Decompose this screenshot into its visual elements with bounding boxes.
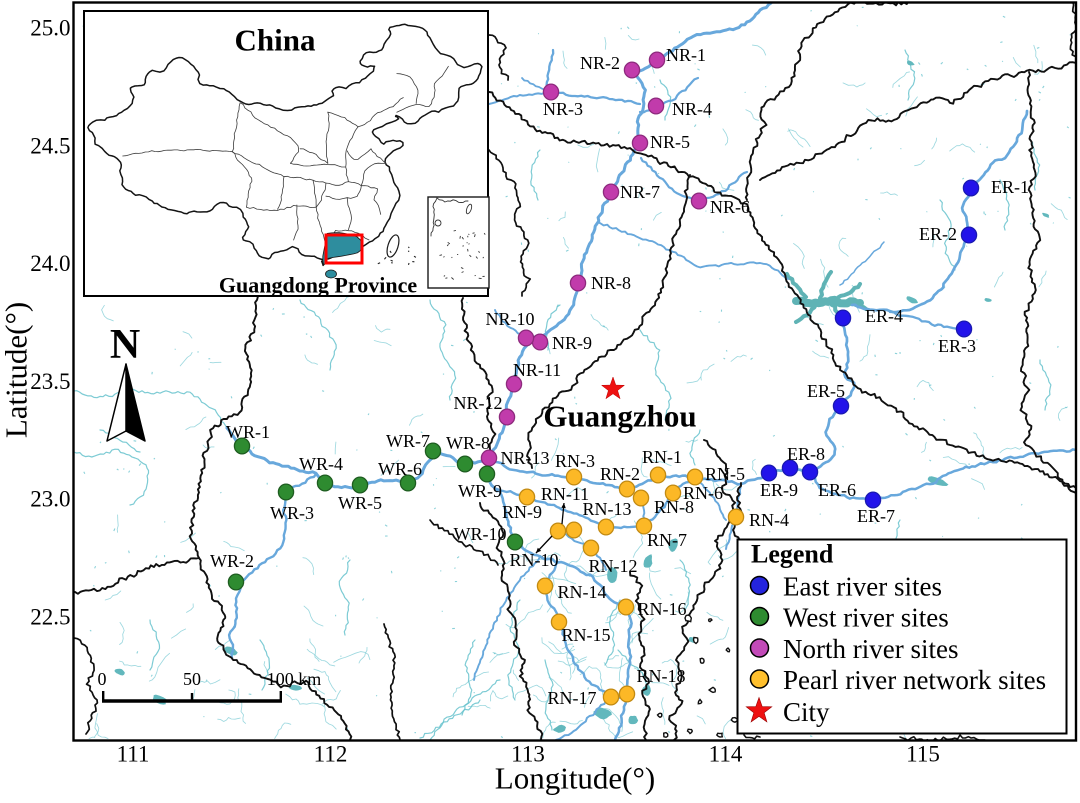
- svg-text:RN-18: RN-18: [637, 666, 686, 686]
- svg-text:ER-4: ER-4: [865, 306, 903, 326]
- svg-text:RN-12: RN-12: [589, 556, 638, 576]
- svg-text:China: China: [235, 23, 316, 58]
- svg-text:ER-5: ER-5: [807, 381, 845, 401]
- svg-text:West river sites: West river sites: [783, 603, 949, 633]
- svg-text:RN-13: RN-13: [583, 499, 632, 519]
- svg-text:113: 113: [511, 742, 545, 767]
- svg-text:East river sites: East river sites: [783, 572, 942, 602]
- svg-text:Legend: Legend: [751, 540, 834, 569]
- svg-text:115: 115: [906, 742, 940, 767]
- svg-text:NR-12: NR-12: [454, 393, 503, 413]
- svg-text:Longitude(°): Longitude(°): [495, 761, 655, 796]
- svg-text:ER-7: ER-7: [857, 506, 895, 526]
- svg-text:RN-10: RN-10: [510, 550, 559, 570]
- svg-text:WR-4: WR-4: [299, 454, 343, 474]
- svg-text:NR-1: NR-1: [666, 45, 706, 65]
- svg-text:WR-10: WR-10: [454, 524, 507, 544]
- svg-text:NR-8: NR-8: [591, 273, 631, 293]
- svg-text:NR-6: NR-6: [710, 197, 750, 217]
- svg-text:ER-1: ER-1: [991, 177, 1029, 197]
- svg-text:ER-3: ER-3: [938, 336, 976, 356]
- svg-text:NR-3: NR-3: [543, 99, 583, 119]
- svg-text:Guangdong Province: Guangdong Province: [219, 273, 417, 298]
- svg-text:Latitude(°): Latitude(°): [0, 302, 34, 438]
- svg-text:RN-2: RN-2: [600, 464, 640, 484]
- svg-text:NR-5: NR-5: [650, 132, 690, 152]
- svg-text:WR-1: WR-1: [226, 422, 270, 442]
- svg-text:NR-13: NR-13: [501, 448, 550, 468]
- svg-text:RN-14: RN-14: [558, 582, 607, 602]
- svg-text:WR-8: WR-8: [446, 433, 490, 453]
- svg-text:RN-8: RN-8: [654, 497, 694, 517]
- svg-text:RN-17: RN-17: [548, 688, 597, 708]
- svg-text:RN-4: RN-4: [749, 510, 789, 530]
- svg-text:ER-9: ER-9: [760, 480, 798, 500]
- svg-text:N: N: [110, 322, 140, 368]
- svg-text:24.0: 24.0: [30, 251, 70, 276]
- svg-text:WR-6: WR-6: [378, 459, 422, 479]
- svg-text:NR-2: NR-2: [580, 53, 620, 73]
- svg-text:ER-8: ER-8: [787, 444, 825, 464]
- svg-text:WR-9: WR-9: [458, 481, 502, 501]
- svg-text:WR-2: WR-2: [210, 551, 254, 571]
- svg-text:111: 111: [117, 742, 150, 767]
- svg-text:RN-15: RN-15: [562, 625, 611, 645]
- svg-text:ER-6: ER-6: [818, 480, 856, 500]
- svg-text:RN-16: RN-16: [638, 599, 687, 619]
- svg-text:23.0: 23.0: [30, 487, 70, 512]
- svg-text:North river sites: North river sites: [783, 634, 958, 664]
- svg-text:23.5: 23.5: [30, 369, 70, 394]
- svg-text:RN-5: RN-5: [705, 464, 745, 484]
- svg-text:RN-9: RN-9: [502, 502, 542, 522]
- svg-text:24.5: 24.5: [30, 133, 70, 158]
- svg-text:RN-3: RN-3: [555, 451, 595, 471]
- svg-text:22.5: 22.5: [30, 605, 70, 630]
- svg-text:NR-11: NR-11: [513, 360, 561, 380]
- svg-text:WR-7: WR-7: [386, 431, 430, 451]
- svg-text:25.0: 25.0: [30, 16, 70, 41]
- svg-text:NR-4: NR-4: [672, 99, 712, 119]
- svg-text:Pearl river network sites: Pearl river network sites: [783, 665, 1046, 695]
- svg-text:NR-9: NR-9: [552, 333, 592, 353]
- svg-text:City: City: [783, 697, 830, 727]
- svg-text:RN-11: RN-11: [541, 484, 589, 504]
- svg-text:100 km: 100 km: [267, 669, 322, 689]
- svg-text:NR-10: NR-10: [486, 309, 535, 329]
- svg-text:RN-1: RN-1: [642, 447, 682, 467]
- svg-text:NR-7: NR-7: [620, 182, 660, 202]
- svg-text:Guangzhou: Guangzhou: [543, 399, 696, 434]
- svg-text:WR-5: WR-5: [338, 493, 382, 513]
- svg-text:0: 0: [98, 669, 107, 689]
- svg-text:RN-6: RN-6: [683, 483, 723, 503]
- svg-text:RN-7: RN-7: [647, 530, 687, 550]
- svg-text:WR-3: WR-3: [270, 503, 314, 523]
- svg-text:50: 50: [183, 669, 201, 689]
- svg-text:ER-2: ER-2: [919, 224, 957, 244]
- svg-text:114: 114: [709, 742, 743, 767]
- svg-text:112: 112: [314, 742, 348, 767]
